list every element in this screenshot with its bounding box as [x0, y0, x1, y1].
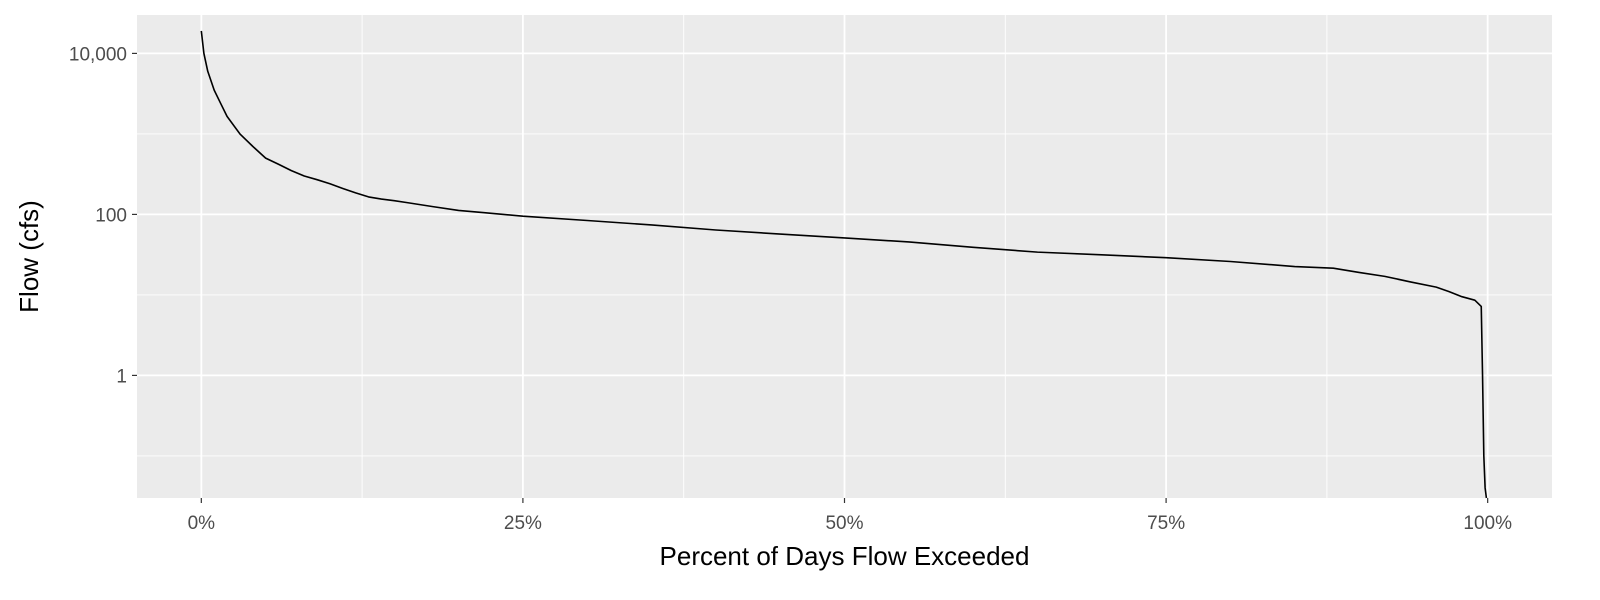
y-tick-label: 100: [95, 205, 127, 226]
major-gridlines: [137, 15, 1552, 498]
x-tick-label: 100%: [1463, 513, 1512, 534]
x-tick-label: 50%: [825, 513, 863, 534]
series-layer: [200, 30, 1488, 499]
y-axis: 1 100 10,000: [69, 44, 137, 387]
y-tick-label: 1: [116, 366, 127, 387]
x-tick-label: 25%: [504, 513, 542, 534]
x-tick-label: 0%: [188, 513, 216, 534]
y-tick-label: 10,000: [69, 44, 127, 65]
x-axis: 0% 25% 50% 75% 100%: [188, 498, 1512, 534]
y-axis-title: Flow (cfs): [14, 200, 44, 313]
x-axis-title: Percent of Days Flow Exceeded: [660, 541, 1030, 571]
x-tick-label: 75%: [1147, 513, 1185, 534]
flow-duration-line: [200, 30, 1488, 499]
